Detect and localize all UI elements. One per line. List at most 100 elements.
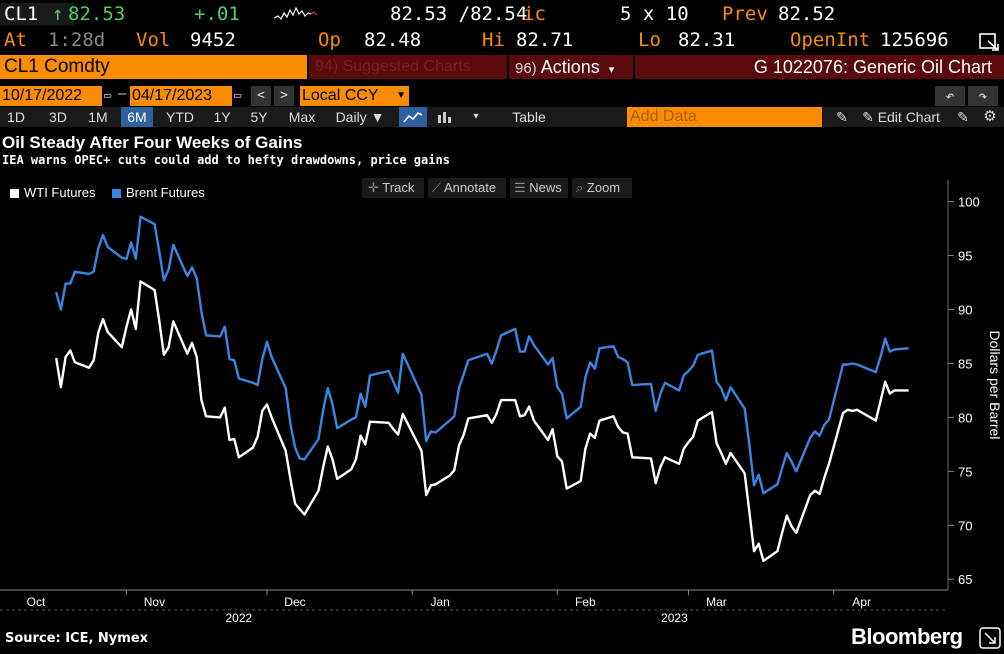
price-chart[interactable]: 65 70 75 80 85 90 95 100 Oct Nov Dec Jan Feb Mar Apr 2… (0, 170, 1004, 640)
bloomberg-logo: Bloomberg (851, 624, 963, 649)
chart-type-dropdown-icon[interactable]: ▾ (473, 111, 479, 122)
quote-line-1: CL1 ↑ 82.53 +.01 82.53 /82.54 ic 5 x 10 … (0, 2, 1004, 26)
bid-ask-suffix: ic (523, 3, 546, 25)
currency-select[interactable]: Local CCY ▼ (300, 86, 409, 106)
series-lines (55, 215, 909, 563)
low-value: 82.31 (678, 29, 736, 51)
redo-button[interactable]: ↷ (968, 86, 998, 106)
legend-label-wti: WTI Futures (24, 185, 96, 200)
at-value: 1:28d (48, 29, 106, 51)
period-button-1d[interactable]: 1D (7, 109, 25, 125)
track-button[interactable]: ✛ Track (362, 178, 424, 198)
bid-ask: 82.53 /82.54 (390, 3, 528, 25)
bid-ask-size: 5 x 10 (620, 3, 689, 25)
annotate-icon[interactable]: ✎ (957, 109, 969, 125)
open-interest-label: OpenInt (790, 29, 871, 51)
high-label: Hi (482, 29, 505, 51)
y-axis: 65 70 75 80 85 90 95 100 (948, 195, 980, 587)
actions-menu[interactable]: 96) Actions ▾ (509, 55, 633, 79)
edit-chart-button[interactable]: ✎ Edit Chart (856, 107, 946, 127)
calendar-icon[interactable]: ▭ (234, 88, 242, 102)
period-button-6m[interactable]: 6M (121, 107, 153, 127)
chart-subheadline: IEA warns OPEC+ cuts could add to hefty … (2, 153, 450, 167)
chart-title: G 1022076: Generic Oil Chart (635, 55, 1004, 79)
x-month-label: Apr (852, 595, 871, 609)
next-range-button[interactable]: > (274, 86, 294, 106)
popout-icon[interactable] (978, 31, 1000, 57)
resize-handle-icon[interactable] (978, 626, 1002, 654)
date-range-bar: 10/17/2022 ▭ – 04/17/2023 ▭ < > Local CC… (0, 86, 1004, 106)
edit-chart-label: Edit Chart (877, 109, 940, 125)
vol-value: 9452 (190, 29, 236, 51)
x-axis: Oct Nov Dec Jan Feb Mar Apr 2022 2023 (0, 590, 948, 625)
wti-series-line[interactable] (55, 280, 909, 563)
track-label: Track (382, 180, 415, 195)
y-tick-label: 90 (958, 302, 972, 317)
net-change: +.01 (194, 3, 240, 25)
period-button-max[interactable]: Max (288, 109, 316, 125)
period-button-1y[interactable]: 1Y (213, 109, 231, 125)
previous-range-button[interactable]: < (251, 86, 271, 106)
x-month-label: Oct (27, 595, 46, 609)
y-tick-label: 70 (958, 518, 972, 533)
y-axis-title: Dollars per Barrel (987, 331, 1003, 440)
start-date-field[interactable]: 10/17/2022 (0, 86, 102, 106)
period-button-ytd[interactable]: YTD (166, 109, 194, 125)
brent-series-line[interactable] (55, 215, 909, 495)
end-date-field[interactable]: 04/17/2023 (130, 86, 232, 106)
actions-label: Actions (540, 57, 600, 77)
x-year-label: 2022 (226, 611, 253, 625)
currency-label: Local CCY (302, 87, 379, 104)
open-interest-value: 125696 (880, 29, 949, 51)
period-button-1m[interactable]: 1M (88, 109, 108, 125)
news-button[interactable]: ☰ News (510, 178, 568, 198)
legend-swatch-brent (112, 189, 121, 199)
command-bar: CL1 Comdty 94) Suggested Charts 96) Acti… (0, 55, 1004, 79)
news-icon: ☰ (514, 180, 526, 195)
suggested-charts-button[interactable]: 94) Suggested Charts (309, 55, 507, 79)
x-month-label: Dec (284, 595, 305, 609)
annotate-label: Annotate (444, 180, 497, 195)
security-field[interactable]: CL1 Comdty (0, 55, 307, 79)
x-month-label: Mar (706, 595, 727, 609)
x-month-label: Feb (575, 595, 596, 609)
up-arrow-icon: ↑ (52, 3, 64, 25)
table-button[interactable]: Table (512, 109, 546, 125)
zoom-button[interactable]: ⌕ Zoom (572, 178, 632, 198)
settings-gear-icon[interactable]: ⚙ (983, 108, 997, 125)
sparkline-icon (273, 4, 320, 30)
zoom-icon: ⌕ (576, 180, 584, 195)
chart-headline: Oil Steady After Four Weeks of Gains (2, 133, 303, 152)
edit-pencil-icon[interactable]: ✎ (836, 109, 848, 125)
y-tick-label: 85 (958, 356, 972, 371)
date-separator: – (118, 86, 127, 102)
last-price: 82.53 (68, 3, 126, 25)
zoom-label: Zoom (586, 180, 621, 195)
legend-wti[interactable]: WTI Futures (10, 185, 96, 200)
vol-label: Vol (136, 29, 171, 51)
period-button-5y[interactable]: 5Y (250, 109, 268, 125)
actions-number: 96) (515, 60, 537, 77)
frequency-select[interactable]: Daily ▼ (335, 109, 385, 125)
prev-label: Prev (722, 3, 768, 25)
high-value: 82.71 (516, 29, 574, 51)
legend-brent[interactable]: Brent Futures (112, 185, 205, 200)
y-tick-label: 75 (958, 464, 972, 479)
undo-button[interactable]: ↶ (935, 86, 965, 106)
line-chart-icon[interactable] (399, 107, 427, 127)
annotate-button[interactable]: ⟋ Annotate (428, 178, 506, 198)
open-label: Op (318, 29, 341, 51)
calendar-icon[interactable]: ▭ (104, 88, 112, 102)
quote-ticker[interactable]: CL1 (4, 3, 39, 25)
chart-type-button[interactable] (430, 107, 458, 127)
period-toolbar: 1D 3D 1M 6M YTD 1Y 5Y Max Daily ▼ ▾ Tabl… (0, 107, 1004, 127)
x-year-label: 2023 (661, 611, 688, 625)
pencil-icon: ✎ (862, 109, 874, 125)
quote-ticker-box[interactable] (0, 3, 74, 25)
crosshair-icon: ✛ (368, 180, 379, 195)
add-data-field[interactable]: Add Data (627, 107, 822, 127)
annotate-pen-icon: ⟋ (432, 180, 442, 195)
prev-value: 82.52 (778, 3, 836, 25)
y-tick-label: 65 (958, 572, 972, 587)
period-button-3d[interactable]: 3D (49, 109, 67, 125)
